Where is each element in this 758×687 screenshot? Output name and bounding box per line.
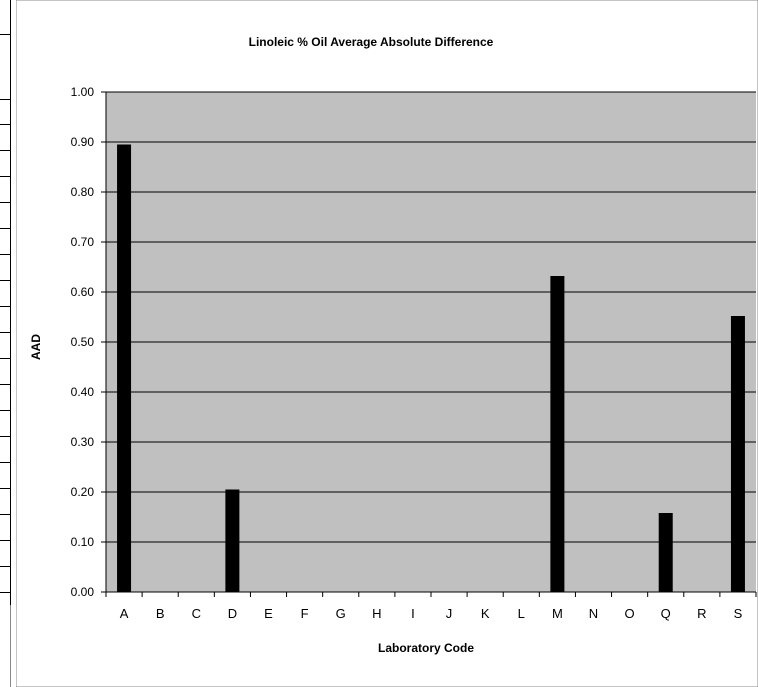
y-tick-label: 0.40 <box>71 385 95 399</box>
y-axis-label: AAD <box>29 334 43 360</box>
chart-container: Linoleic % Oil Average Absolute Differen… <box>16 0 758 687</box>
bar-s <box>730 316 745 592</box>
x-tick-label: K <box>481 606 490 621</box>
x-tick-label: F <box>301 606 309 621</box>
bar-a <box>117 144 132 592</box>
y-tick-label: 0.50 <box>71 335 95 349</box>
bar-m <box>550 276 565 592</box>
y-tick-label: 0.60 <box>71 285 95 299</box>
bars <box>117 144 745 592</box>
x-tick-label: J <box>446 606 453 621</box>
y-tick-labels: 0.00 0.10 0.20 0.30 0.40 0.50 0.60 0.70 0.80 0.90… <box>71 85 95 599</box>
axes <box>101 91 757 597</box>
y-tick-label: 0.00 <box>71 585 95 599</box>
x-tick-label: R <box>697 606 706 621</box>
y-tick-label: 1.00 <box>71 85 95 99</box>
x-tick-label: E <box>264 606 273 621</box>
x-tick-label: C <box>192 606 201 621</box>
y-tick-label: 0.70 <box>71 235 95 249</box>
x-axis-label: Laboratory Code <box>378 641 474 655</box>
y-tick-label: 0.20 <box>71 485 95 499</box>
x-tick-label: A <box>120 606 129 621</box>
x-tick-label: O <box>625 606 635 621</box>
x-tick-label: B <box>156 606 165 621</box>
bar-d <box>225 489 240 592</box>
x-tick-label: S <box>734 606 743 621</box>
x-tick-label: D <box>228 606 237 621</box>
left-frame-lines <box>0 0 12 687</box>
x-tick-label: H <box>372 606 381 621</box>
y-tick-label: 0.80 <box>71 185 95 199</box>
x-tick-label: M <box>552 606 563 621</box>
x-tick-label: N <box>589 606 598 621</box>
gridlines <box>106 91 756 543</box>
chart-title: Linoleic % Oil Average Absolute Differen… <box>249 35 494 49</box>
x-tick-label: Q <box>661 606 671 621</box>
y-tick-label: 0.90 <box>71 135 95 149</box>
y-tick-label: 0.10 <box>71 535 95 549</box>
x-tick-label: L <box>518 606 525 621</box>
bar-chart: Linoleic % Oil Average Absolute Differen… <box>16 0 758 687</box>
x-tick-label: G <box>336 606 346 621</box>
y-tick-label: 0.30 <box>71 435 95 449</box>
bar-q <box>658 513 673 592</box>
x-tick-label: I <box>411 606 415 621</box>
frame-lines-svg <box>0 0 11 687</box>
